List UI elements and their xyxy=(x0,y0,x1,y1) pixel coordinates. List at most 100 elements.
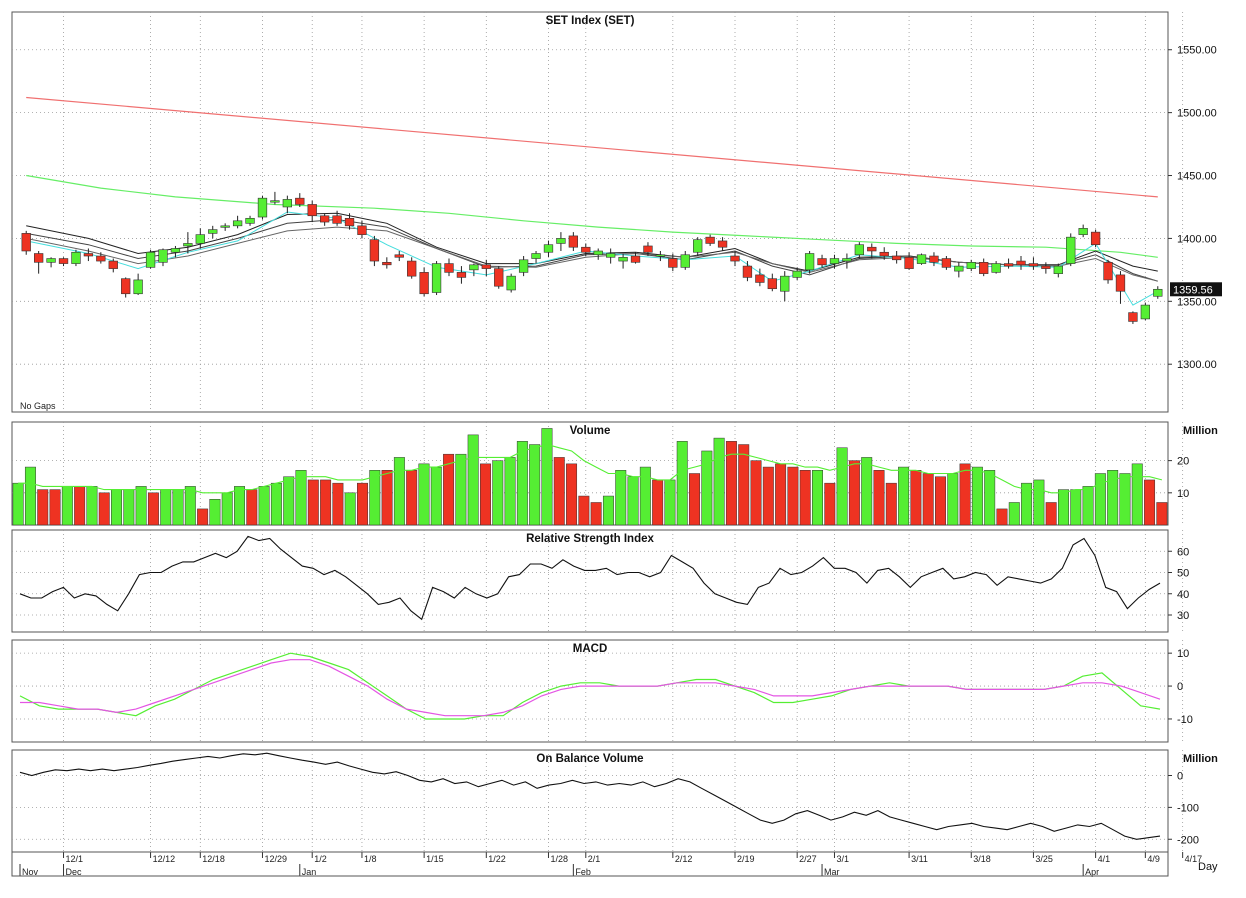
candle-body xyxy=(1140,304,1150,320)
obv-unit-label: Million xyxy=(1183,753,1218,765)
candle-body xyxy=(1003,263,1014,267)
candle-body xyxy=(133,279,143,295)
panel-title: Volume xyxy=(570,425,611,437)
candle-body xyxy=(208,229,218,234)
candle-body xyxy=(145,251,156,268)
panel-title: Relative Strength Index xyxy=(526,533,654,545)
y-tick-label: 1300.00 xyxy=(1177,359,1217,371)
volume-bar xyxy=(1021,482,1033,526)
volume-bar xyxy=(1119,473,1131,526)
candle-body xyxy=(742,265,753,278)
volume-bar xyxy=(848,460,860,526)
x-tick-label: 12/29 xyxy=(264,854,287,864)
month-label: Nov xyxy=(22,867,39,877)
candle-body xyxy=(705,236,715,244)
month-label: Apr xyxy=(1085,867,1099,877)
candle-body xyxy=(941,258,952,268)
volume-bar xyxy=(61,486,73,526)
volume-bar xyxy=(209,499,221,526)
volume-bar xyxy=(49,489,61,526)
volume-bar xyxy=(713,437,725,526)
volume-bar xyxy=(1082,486,1094,526)
volume-bar xyxy=(135,486,147,526)
moving-average-mid xyxy=(26,174,1158,258)
volume-bar xyxy=(74,486,86,526)
candle-body xyxy=(605,253,616,258)
x-tick-label: 3/18 xyxy=(973,854,991,864)
volume-bar xyxy=(221,492,233,526)
x-axis: 12/1 12/12 12/18 12/29 1/2 1/8 1/15 1/22 1/28 2/1… xyxy=(11,851,1202,877)
candle-body xyxy=(71,251,81,264)
volume-bar xyxy=(1057,489,1069,526)
candle-body xyxy=(456,272,467,278)
candle-body xyxy=(220,225,230,228)
candle-body xyxy=(543,244,554,253)
y-tick-label: 1500.00 xyxy=(1177,108,1217,120)
x-tick-label: 2/19 xyxy=(737,854,755,864)
candle-body xyxy=(1066,236,1076,264)
volume-bar xyxy=(184,486,196,526)
x-tick-label: 2/27 xyxy=(799,854,817,864)
volume-bar xyxy=(787,466,799,526)
volume-bar xyxy=(1131,463,1143,526)
volume-bar xyxy=(455,453,467,526)
volume-bar xyxy=(898,466,910,526)
candle-body xyxy=(817,258,827,266)
candle-body xyxy=(854,244,865,256)
volume-bar xyxy=(553,457,565,526)
volume-bar xyxy=(406,470,418,526)
candle-body xyxy=(767,278,777,290)
candle-body xyxy=(232,220,243,227)
volume-bar xyxy=(627,476,639,526)
candle-body xyxy=(804,253,815,271)
volume-bar xyxy=(885,482,897,526)
candle-body xyxy=(481,264,491,269)
x-axis-unit-label: Day xyxy=(1198,861,1218,873)
volume-bar xyxy=(566,463,578,526)
volume-bar xyxy=(307,479,319,526)
month-label: Mar xyxy=(824,867,840,877)
candle-body xyxy=(891,255,902,261)
candle-body xyxy=(257,197,268,218)
candle-body xyxy=(270,200,280,203)
candle-body xyxy=(108,260,118,269)
volume-bar xyxy=(504,457,516,526)
candle-body xyxy=(780,275,790,292)
volume-bar xyxy=(824,482,836,526)
y-tick-label: 30 xyxy=(1177,610,1189,622)
candle-body xyxy=(21,233,31,252)
y-tick-label: -10 xyxy=(1177,714,1193,726)
candle-body xyxy=(904,256,914,269)
candle-body xyxy=(531,253,541,259)
candle-body xyxy=(170,248,181,253)
volume-bar xyxy=(12,482,24,526)
y-tick-label: 20 xyxy=(1177,456,1189,468)
candle-body xyxy=(630,255,641,263)
panel-frame xyxy=(11,11,1169,413)
volume-bar xyxy=(1008,502,1020,526)
y-tick-label: -200 xyxy=(1177,834,1199,846)
volume-bar xyxy=(701,450,713,526)
candle-body xyxy=(407,260,417,277)
candle-body xyxy=(33,253,44,263)
candle-body xyxy=(979,262,989,274)
volume-bar xyxy=(947,473,959,526)
obv-line xyxy=(19,752,1161,840)
y-tick-label: 10 xyxy=(1177,648,1189,660)
x-tick-label: 3/25 xyxy=(1035,854,1053,864)
volume-bar xyxy=(922,473,934,526)
volume-bar xyxy=(971,466,983,526)
panel-title: MACD xyxy=(573,643,608,655)
candle-body xyxy=(755,274,765,283)
candle-body xyxy=(668,258,678,268)
candle-body xyxy=(1128,312,1138,322)
candle-body xyxy=(394,254,404,258)
candle-body xyxy=(332,215,342,224)
chart-note: No Gaps xyxy=(20,401,56,411)
volume-bar xyxy=(270,482,282,526)
y-tick-label: 10 xyxy=(1177,488,1189,500)
panel-frame xyxy=(11,529,1169,633)
volume-bar xyxy=(357,482,368,526)
volume-bar xyxy=(344,492,356,526)
volume-bar xyxy=(197,508,209,526)
